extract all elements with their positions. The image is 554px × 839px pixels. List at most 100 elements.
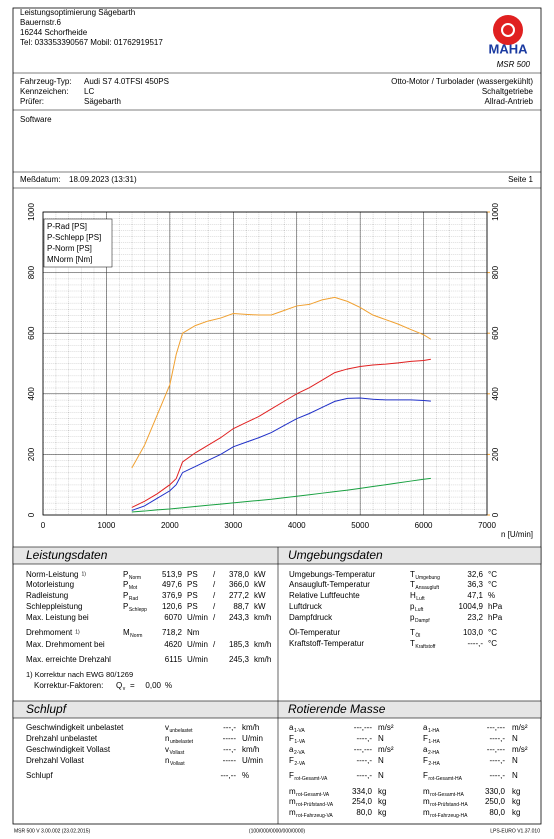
legend-entry: P-Norm [PS] bbox=[47, 244, 92, 253]
symbol: m bbox=[289, 787, 296, 796]
symbol-sub: Kraftstoff bbox=[415, 644, 436, 650]
symbol-sub: Mot bbox=[129, 585, 138, 591]
value: ----,- bbox=[489, 756, 505, 765]
separator: / bbox=[213, 640, 216, 649]
symbol-sub: Dampf bbox=[415, 618, 430, 624]
engine-info: Allrad-Antrieb bbox=[485, 97, 534, 106]
x-tick-label: 4000 bbox=[288, 521, 306, 530]
footnote-ref: 1) bbox=[81, 571, 86, 577]
value: 120,6 bbox=[162, 602, 183, 611]
symbol: n bbox=[165, 756, 169, 765]
symbol: Q bbox=[116, 681, 122, 690]
symbol: P bbox=[123, 570, 128, 579]
row-label: Geschwindigkeit unbelastet bbox=[26, 723, 124, 732]
logo-gear bbox=[501, 23, 515, 37]
row-label: Kraftstoff-Temperatur bbox=[289, 639, 364, 648]
unit: kW bbox=[254, 591, 266, 600]
unit: km/h bbox=[242, 723, 259, 732]
unit: kW bbox=[254, 580, 266, 589]
value: ---,--- bbox=[487, 723, 506, 732]
unit: km/h bbox=[254, 640, 271, 649]
company-line: Bauernstr.6 bbox=[20, 18, 61, 27]
footer-text: (100/000/0000/000/0000) bbox=[249, 828, 305, 834]
unit: kW bbox=[254, 602, 266, 611]
value: 277,2 bbox=[229, 591, 250, 600]
symbol-sub: Schlepp bbox=[129, 607, 147, 613]
engine-info: Schaltgetriebe bbox=[482, 87, 534, 96]
value: 185,3 bbox=[229, 640, 250, 649]
outer-border bbox=[12, 7, 542, 825]
value: ----,- bbox=[356, 771, 372, 780]
company-line: 16244 Schorfheide bbox=[20, 28, 88, 37]
value: 334,0 bbox=[352, 787, 373, 796]
unit: kg bbox=[378, 808, 386, 817]
value: 88,7 bbox=[233, 602, 249, 611]
legend-entry: P-Rad [PS] bbox=[47, 222, 87, 231]
unit: N bbox=[512, 756, 518, 765]
section-title: Schlupf bbox=[26, 702, 68, 716]
symbol-sub: Norm bbox=[129, 575, 141, 581]
unit: U/min bbox=[242, 756, 263, 765]
symbol-sub: rot-Prüfstand-VA bbox=[296, 802, 334, 808]
row-label: Drehzahl Vollast bbox=[26, 756, 85, 765]
section-title: Umgebungsdaten bbox=[288, 548, 383, 562]
symbol: T bbox=[410, 628, 415, 637]
unit: km/h bbox=[242, 745, 259, 754]
symbol: n bbox=[165, 734, 169, 743]
unit: °C bbox=[488, 580, 497, 589]
value: 366,0 bbox=[229, 580, 250, 589]
value: 378,0 bbox=[229, 570, 250, 579]
y2-tick-label: 0 bbox=[491, 512, 500, 517]
symbol-sub: 1-HA bbox=[428, 739, 440, 745]
symbol-sub: Vollast bbox=[170, 761, 185, 767]
symbol-sub: rot-Gesamt-VA bbox=[296, 792, 330, 798]
unit: N bbox=[512, 734, 518, 743]
row-label: Luftdruck bbox=[289, 602, 323, 611]
y2-tick-label: 600 bbox=[491, 326, 500, 340]
row-label: Schlupf bbox=[26, 771, 53, 780]
unit: kW bbox=[254, 570, 266, 579]
y-tick-label: 800 bbox=[27, 265, 36, 279]
value: 243,3 bbox=[229, 613, 250, 622]
y2-tick-label: 200 bbox=[491, 447, 500, 461]
separator: / bbox=[213, 602, 216, 611]
value: 250,0 bbox=[485, 797, 506, 806]
symbol-sub: 2-VA bbox=[294, 750, 305, 756]
symbol: a bbox=[423, 745, 428, 754]
value: 0,00 bbox=[145, 681, 161, 690]
unit: kg bbox=[512, 787, 520, 796]
legend-entry: P-Schlepp [PS] bbox=[47, 233, 101, 242]
symbol: P bbox=[123, 580, 128, 589]
symbol-sub: rot-Fahrzeug-HA bbox=[430, 813, 468, 819]
x-tick-label: 0 bbox=[41, 521, 46, 530]
symbol-sub: Luft bbox=[416, 596, 425, 602]
unit: kg bbox=[512, 797, 520, 806]
symbol-sub: Vollast bbox=[170, 750, 185, 756]
row-label: Max. Drehmoment bei bbox=[26, 640, 105, 649]
field-label: Prüfer: bbox=[20, 97, 44, 106]
series-line bbox=[131, 477, 431, 513]
symbol-sub: rot-Gesamt-VA bbox=[294, 776, 328, 782]
date-label: Meßdatum: bbox=[20, 175, 60, 184]
equals: = bbox=[130, 681, 135, 690]
unit: m/s² bbox=[512, 745, 528, 754]
value: 6115 bbox=[165, 655, 183, 664]
value: 32,6 bbox=[467, 570, 483, 579]
section-title: Rotierende Masse bbox=[288, 702, 386, 716]
separator: / bbox=[213, 613, 216, 622]
unit: °C bbox=[488, 628, 497, 637]
field-value: LC bbox=[84, 87, 94, 96]
y-tick-label: 600 bbox=[27, 326, 36, 340]
symbol: H bbox=[410, 591, 416, 600]
x-tick-label: 7000 bbox=[478, 521, 496, 530]
x-tick-label: 1000 bbox=[98, 521, 116, 530]
field-value: Sägebarth bbox=[84, 97, 121, 106]
x-tick-label: 2000 bbox=[161, 521, 179, 530]
value: 80,0 bbox=[356, 808, 372, 817]
value: 718,2 bbox=[162, 628, 183, 637]
unit: km/h bbox=[254, 655, 271, 664]
row-label: Schleppleistung bbox=[26, 602, 82, 611]
symbol: v bbox=[165, 723, 169, 732]
symbol-sub: 2-HA bbox=[428, 761, 440, 767]
value: ----,- bbox=[489, 734, 505, 743]
